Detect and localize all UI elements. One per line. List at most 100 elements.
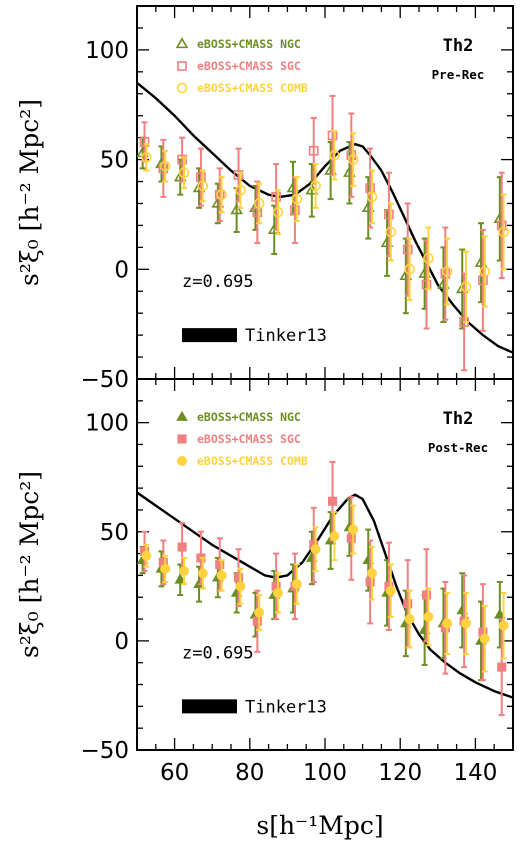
y-tick-label: 50 <box>100 148 129 174</box>
data-point <box>496 220 507 231</box>
model-curve <box>137 81 513 354</box>
data-point <box>159 160 171 172</box>
x-tick-label: 140 <box>453 760 497 786</box>
data-point <box>404 263 415 275</box>
data-point <box>253 198 265 209</box>
y-tick-label: 50 <box>100 520 129 546</box>
data-point <box>291 579 302 590</box>
data-point <box>329 149 340 161</box>
data-point <box>498 620 509 631</box>
legend-marker <box>176 82 188 94</box>
plot-area <box>137 81 513 372</box>
x-tick-label: 100 <box>303 760 347 786</box>
tinker13-label: Tinker13 <box>245 697 327 717</box>
legend-marker <box>177 434 187 444</box>
data-point <box>230 203 243 215</box>
data-point <box>308 145 319 156</box>
y-tick-label: −50 <box>80 738 129 764</box>
data-point <box>179 566 189 577</box>
series-eboss-cmass-sgc <box>139 460 507 717</box>
data-point <box>197 180 209 192</box>
data-point <box>346 533 356 543</box>
data-point <box>177 542 187 552</box>
data-point <box>440 268 451 279</box>
redshift-label: z=0.695 <box>182 272 254 292</box>
legend-entry: eBOSS+CMASS COMB <box>197 454 308 468</box>
data-point <box>479 266 491 277</box>
data-point <box>404 614 415 625</box>
y-tick-label: −50 <box>80 367 129 393</box>
panel-label-main: Th2 <box>443 36 474 56</box>
data-point <box>479 633 490 644</box>
data-point <box>290 205 300 215</box>
data-point <box>423 611 434 622</box>
redshift-label: z=0.695 <box>182 643 254 663</box>
data-point <box>310 180 321 192</box>
data-point <box>461 618 471 629</box>
y-tick-label: 100 <box>85 38 129 64</box>
panel-bottom: −50 0 50 100 60 80 100 120 140 s²ξ₀ [h⁻² Mpc²] eBO… <box>15 378 514 786</box>
x-tick-label: 120 <box>378 760 422 786</box>
legend: eBOSS+CMASS NGC eBOSS+CMASS SGC eBOSS+CMAS… <box>176 410 308 468</box>
legend-marker <box>176 410 188 421</box>
legend-marker <box>177 456 187 466</box>
tinker13-band-swatch <box>182 699 237 714</box>
legend-entry: eBOSS+CMASS SGC <box>197 59 301 73</box>
model-curve <box>137 491 513 699</box>
panel-label-main: Th2 <box>443 409 474 429</box>
data-point <box>385 585 396 596</box>
data-point <box>271 192 281 202</box>
data-point <box>197 568 208 579</box>
legend-entry: eBOSS+CMASS COMB <box>197 81 308 95</box>
tinker13-label: Tinker13 <box>245 326 327 346</box>
data-point <box>421 590 432 600</box>
x-tick-label: 80 <box>235 760 264 786</box>
data-point <box>174 573 187 584</box>
panel-label-sub: Pre-Rec <box>432 67 485 82</box>
y-tick-label: 100 <box>85 411 129 437</box>
data-point <box>160 563 171 574</box>
legend-entry: eBOSS+CMASS SGC <box>197 432 301 446</box>
data-point <box>385 226 397 238</box>
data-point <box>402 244 413 255</box>
x-tick-label: 60 <box>160 760 189 786</box>
panel-label-sub: Post-Rec <box>428 440 488 455</box>
plot-frame <box>136 378 514 751</box>
data-point <box>441 266 453 277</box>
tinker13-band-swatch <box>182 328 237 343</box>
data-point <box>327 496 338 506</box>
data-point <box>216 570 227 581</box>
data-point <box>141 550 152 561</box>
data-point <box>216 189 227 200</box>
data-point <box>347 154 359 165</box>
data-point <box>235 185 246 196</box>
data-point <box>233 170 244 180</box>
data-point <box>291 193 303 205</box>
legend-entry: eBOSS+CMASS NGC <box>197 410 301 424</box>
y-axis-label: s²ξ₀ [h⁻² Mpc²] <box>15 471 44 658</box>
data-point <box>348 524 359 535</box>
data-point <box>235 581 246 592</box>
data-point <box>498 226 509 238</box>
data-point <box>366 191 378 203</box>
legend-marker <box>177 61 187 71</box>
data-point <box>460 281 472 293</box>
data-point <box>310 544 321 555</box>
data-point <box>141 152 152 163</box>
y-axis-label: s²ξ₀ [h⁻² Mpc²] <box>15 99 44 286</box>
legend-entry: eBOSS+CMASS NGC <box>197 37 301 51</box>
data-point <box>403 599 413 609</box>
x-axis-label: s[h⁻¹Mpc] <box>256 811 383 840</box>
series-eboss-cmass-sgc <box>139 94 507 372</box>
data-point <box>252 616 262 626</box>
data-point <box>367 568 377 579</box>
legend: eBOSS+CMASS NGC eBOSS+CMASS SGC eBOSS+CMAS… <box>175 37 308 95</box>
series-eboss-cmass-comb <box>141 504 509 673</box>
data-point <box>497 662 507 672</box>
data-point <box>384 209 394 220</box>
y-tick-label: 0 <box>114 257 129 283</box>
data-point <box>272 206 284 218</box>
data-point <box>305 183 319 195</box>
